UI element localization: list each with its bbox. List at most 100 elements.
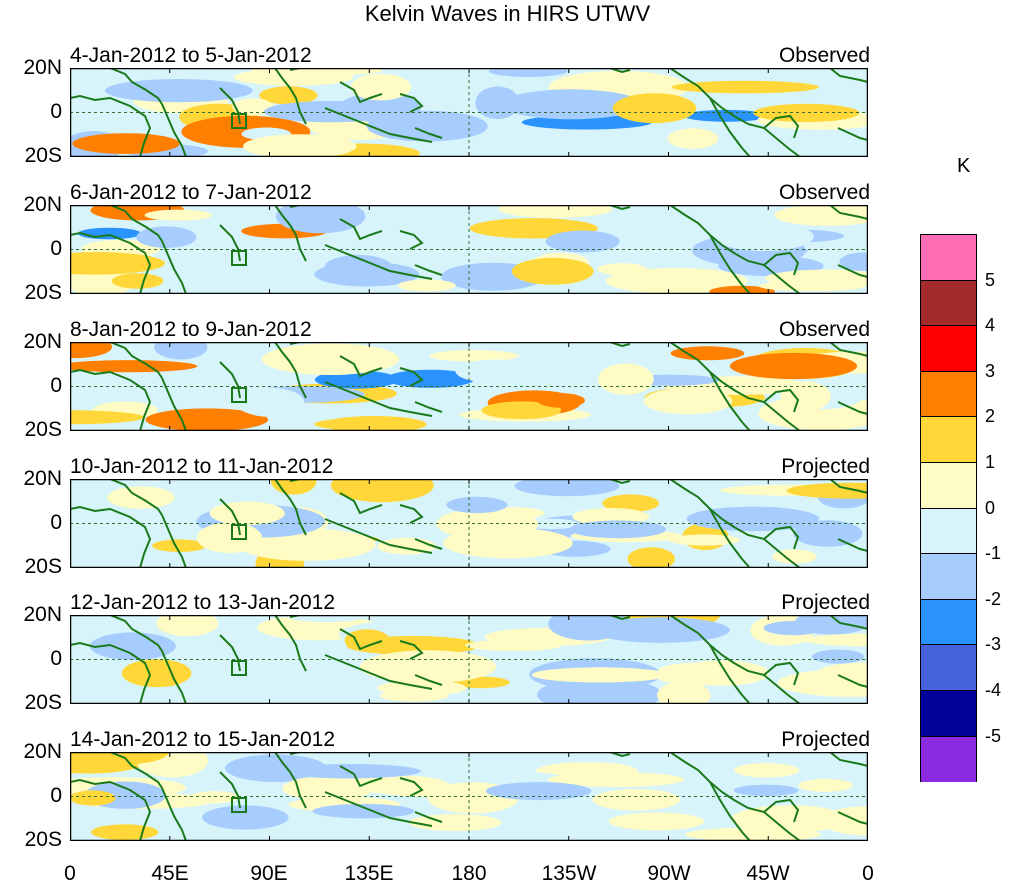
lat-label: 0 <box>50 374 62 397</box>
lat-label: 20N <box>23 740 62 763</box>
coastline <box>109 752 163 789</box>
colorbar-label: 3 <box>985 360 996 381</box>
coastline <box>70 778 152 841</box>
map-panel-5 <box>70 615 868 704</box>
coastline <box>161 787 187 841</box>
panel-date-range: 6-Jan-2012 to 7-Jan-2012 <box>70 181 312 204</box>
coastline <box>219 361 241 399</box>
anomaly-contour <box>366 110 488 142</box>
panel-frame <box>70 68 868 157</box>
anomaly-contour <box>251 68 383 76</box>
colorbar-swatch <box>921 463 976 509</box>
lat-label: 20S <box>24 418 62 441</box>
panel-frame <box>70 205 868 294</box>
anomaly-contour <box>465 639 563 652</box>
anomaly-contour <box>670 346 745 361</box>
lat-label: 0 <box>50 647 62 670</box>
colorbar <box>920 234 977 783</box>
lat-label: 20S <box>24 144 62 167</box>
anomaly-contour <box>592 617 730 643</box>
coastline <box>609 752 631 758</box>
coastline <box>109 68 163 105</box>
anomaly-contour <box>70 752 169 766</box>
anomaly-contour <box>627 547 675 568</box>
anomaly-contour <box>485 782 592 801</box>
panel-3: 8-Jan-2012 to 9-Jan-2012 Observed 20N 0 20S <box>0 319 1015 449</box>
lon-label: 90E <box>250 862 288 885</box>
anomaly-contour <box>282 775 374 802</box>
colorbar-swatch <box>921 417 976 463</box>
colorbar-label: -1 <box>985 543 1002 564</box>
coastline <box>837 811 868 825</box>
lat-label: 20N <box>23 330 62 353</box>
lat-label: 20S <box>24 828 62 851</box>
coastline <box>339 218 383 241</box>
anomaly-contour <box>803 633 868 647</box>
coastline <box>70 505 152 568</box>
anomaly-contour <box>243 134 357 157</box>
panel-date-range: 8-Jan-2012 to 9-Jan-2012 <box>70 318 312 341</box>
colorbar-label: -3 <box>985 634 1002 655</box>
coastline <box>161 514 187 568</box>
coastline <box>161 103 187 157</box>
coastline <box>669 205 801 294</box>
coastline <box>399 777 424 797</box>
anomaly-contour <box>777 668 868 697</box>
anomaly-contour <box>569 520 666 539</box>
anomaly-contour <box>398 279 456 292</box>
anomaly-contour <box>330 479 434 503</box>
coastline <box>324 791 433 827</box>
anomaly-contour <box>684 827 821 841</box>
coastline <box>70 368 152 431</box>
coastline <box>414 401 443 413</box>
coastline <box>161 377 187 431</box>
anomaly-contour <box>121 659 192 688</box>
coastline <box>709 97 751 157</box>
panel-date-range: 14-Jan-2012 to 15-Jan-2012 <box>70 728 336 751</box>
region-box <box>231 250 247 266</box>
map-panel-6 <box>70 752 868 841</box>
coastline <box>324 654 433 690</box>
anomaly-contour <box>156 615 219 637</box>
anomaly-contour <box>70 360 198 373</box>
coastline <box>763 661 800 686</box>
coastline <box>837 401 868 415</box>
lat-label: 20N <box>23 467 62 490</box>
lat-label: 20S <box>24 691 62 714</box>
coastline <box>609 68 631 74</box>
coastline <box>324 107 433 143</box>
anomaly-contour <box>793 520 863 547</box>
coastline <box>324 381 433 417</box>
anomaly-contour <box>196 522 263 554</box>
colorbar-label: 5 <box>985 269 996 290</box>
anomaly-contour <box>709 285 775 294</box>
anomaly-contour <box>145 408 269 431</box>
panel-date-range: 10-Jan-2012 to 11-Jan-2012 <box>70 455 334 478</box>
anomaly-contour <box>314 370 398 389</box>
anomaly-contour <box>643 388 733 415</box>
lat-label: 20N <box>23 56 62 79</box>
coastline <box>709 644 751 704</box>
anomaly-contour <box>144 209 212 221</box>
anomaly-contour <box>500 89 642 120</box>
coastline <box>763 525 800 550</box>
panel-status: Projected <box>781 455 870 478</box>
anomaly-contour <box>612 93 697 124</box>
coastline <box>399 367 424 387</box>
coastline <box>837 538 868 552</box>
colorbar-swatch <box>921 691 976 737</box>
anomaly-contour <box>436 508 539 540</box>
region-box <box>231 524 247 540</box>
anomaly-contour <box>481 401 562 420</box>
coastline <box>339 628 383 651</box>
coastline <box>829 479 868 494</box>
coastline <box>339 355 383 378</box>
anomaly-contour <box>408 814 502 832</box>
colorbar-label: 0 <box>985 497 996 518</box>
anomaly-contour <box>202 805 289 830</box>
colorbar-swatch <box>921 554 976 600</box>
anomaly-contour <box>602 494 659 512</box>
coastline <box>339 81 383 104</box>
anomaly-contour <box>375 783 491 797</box>
coastline <box>709 371 751 431</box>
